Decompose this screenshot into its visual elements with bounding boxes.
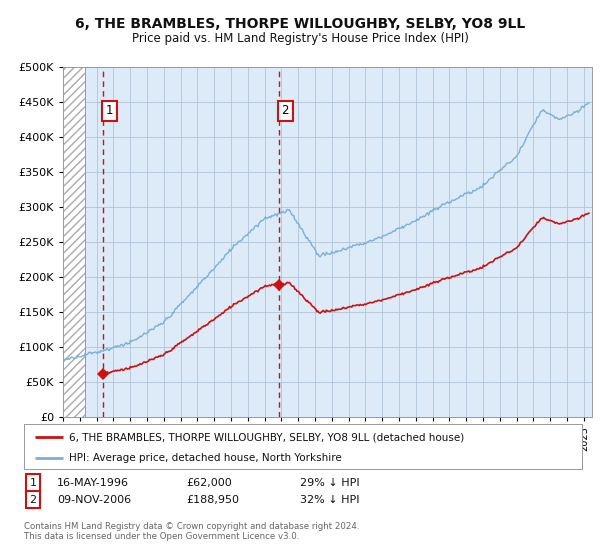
Text: 1: 1: [106, 105, 113, 118]
Text: Contains HM Land Registry data © Crown copyright and database right 2024.
This d: Contains HM Land Registry data © Crown c…: [24, 522, 359, 542]
Bar: [63, 67, 85, 417]
Text: 6, THE BRAMBLES, THORPE WILLOUGHBY, SELBY, YO8 9LL (detached house): 6, THE BRAMBLES, THORPE WILLOUGHBY, SELB…: [68, 432, 464, 442]
Text: HPI: Average price, detached house, North Yorkshire: HPI: Average price, detached house, Nort…: [68, 453, 341, 463]
Text: 2: 2: [29, 494, 37, 505]
Text: 09-NOV-2006: 09-NOV-2006: [57, 494, 131, 505]
Text: £62,000: £62,000: [186, 478, 232, 488]
Text: Price paid vs. HM Land Registry's House Price Index (HPI): Price paid vs. HM Land Registry's House …: [131, 32, 469, 45]
Text: £188,950: £188,950: [186, 494, 239, 505]
Text: 1: 1: [29, 478, 37, 488]
Text: 6, THE BRAMBLES, THORPE WILLOUGHBY, SELBY, YO8 9LL: 6, THE BRAMBLES, THORPE WILLOUGHBY, SELB…: [75, 17, 525, 31]
Text: 2: 2: [281, 105, 289, 118]
Text: 16-MAY-1996: 16-MAY-1996: [57, 478, 129, 488]
Text: 29% ↓ HPI: 29% ↓ HPI: [300, 478, 359, 488]
Text: 32% ↓ HPI: 32% ↓ HPI: [300, 494, 359, 505]
